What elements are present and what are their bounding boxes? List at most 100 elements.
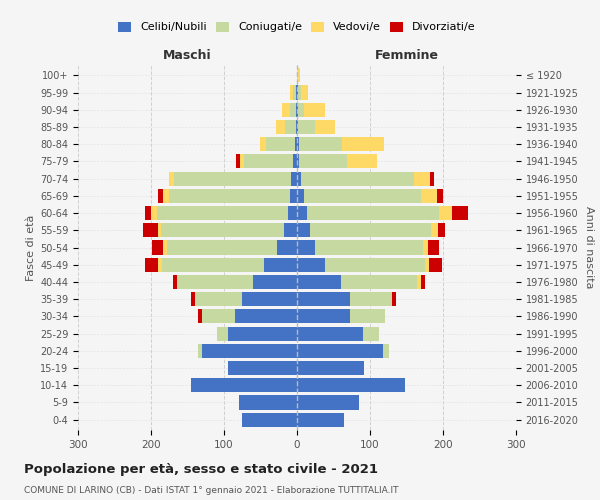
Bar — [422, 240, 428, 254]
Text: Femmine: Femmine — [374, 48, 439, 62]
Bar — [145, 258, 158, 272]
Bar — [430, 172, 434, 185]
Bar — [298, 120, 314, 134]
Bar — [296, 86, 297, 100]
Bar — [242, 292, 297, 306]
Bar — [297, 137, 299, 152]
Bar — [347, 154, 377, 168]
Bar — [325, 258, 425, 272]
Bar — [169, 189, 290, 203]
Bar — [284, 223, 297, 238]
Bar — [297, 258, 325, 272]
Text: Popolazione per età, sesso e stato civile - 2021: Popolazione per età, sesso e stato civil… — [24, 462, 378, 475]
Bar — [298, 86, 301, 100]
Bar — [277, 240, 297, 254]
Bar — [297, 396, 359, 409]
Bar — [162, 258, 264, 272]
Bar — [158, 189, 163, 203]
Bar — [242, 412, 297, 426]
Bar — [291, 172, 297, 185]
Bar — [429, 258, 442, 272]
Legend: Celibi/Nubili, Coniugati/e, Vedovi/e, Divorziati/e: Celibi/Nubili, Coniugati/e, Vedovi/e, Di… — [116, 20, 478, 34]
Bar — [202, 344, 297, 358]
Bar — [301, 86, 308, 100]
Bar — [290, 86, 293, 100]
Bar — [297, 412, 344, 426]
Bar — [163, 240, 167, 254]
Bar — [304, 102, 325, 117]
Bar — [293, 86, 296, 100]
Y-axis label: Fasce di età: Fasce di età — [26, 214, 36, 280]
Bar — [244, 154, 293, 168]
Bar — [421, 189, 437, 203]
Text: Maschi: Maschi — [163, 48, 212, 62]
Bar — [240, 154, 244, 168]
Bar — [191, 378, 297, 392]
Bar — [297, 240, 314, 254]
Bar — [260, 137, 266, 152]
Bar — [290, 189, 297, 203]
Bar — [227, 326, 297, 340]
Bar — [341, 275, 418, 289]
Bar — [158, 258, 162, 272]
Bar — [350, 292, 392, 306]
Bar — [191, 292, 195, 306]
Bar — [297, 292, 350, 306]
Bar — [276, 120, 284, 134]
Bar — [167, 240, 277, 254]
Bar — [236, 154, 240, 168]
Bar — [163, 189, 169, 203]
Bar — [301, 172, 414, 185]
Bar — [281, 102, 290, 117]
Bar — [421, 275, 425, 289]
Bar — [297, 189, 304, 203]
Bar — [295, 137, 297, 152]
Bar — [176, 275, 253, 289]
Bar — [452, 206, 468, 220]
Bar — [299, 154, 347, 168]
Bar — [288, 206, 297, 220]
Bar — [173, 275, 176, 289]
Bar — [437, 189, 443, 203]
Bar — [297, 86, 298, 100]
Bar — [299, 137, 341, 152]
Bar — [297, 120, 298, 134]
Bar — [428, 240, 439, 254]
Bar — [314, 240, 422, 254]
Bar — [341, 137, 384, 152]
Bar — [297, 344, 383, 358]
Bar — [297, 206, 307, 220]
Bar — [158, 223, 161, 238]
Bar — [152, 240, 163, 254]
Bar — [266, 137, 295, 152]
Text: COMUNE DI LARINO (CB) - Dati ISTAT 1° gennaio 2021 - Elaborazione TUTTITALIA.IT: COMUNE DI LARINO (CB) - Dati ISTAT 1° ge… — [24, 486, 398, 495]
Bar — [157, 206, 288, 220]
Bar — [143, 223, 158, 238]
Bar — [425, 258, 429, 272]
Bar — [297, 275, 341, 289]
Bar — [297, 102, 298, 117]
Bar — [383, 344, 389, 358]
Bar — [304, 189, 421, 203]
Bar — [253, 275, 297, 289]
Bar — [169, 172, 175, 185]
Bar — [362, 326, 379, 340]
Bar — [296, 120, 297, 134]
Bar — [392, 292, 395, 306]
Bar — [202, 310, 235, 324]
Bar — [414, 172, 430, 185]
Bar — [297, 223, 310, 238]
Bar — [195, 292, 242, 306]
Bar — [235, 310, 297, 324]
Bar — [239, 396, 297, 409]
Bar — [438, 223, 445, 238]
Bar — [297, 326, 362, 340]
Bar — [151, 206, 157, 220]
Bar — [418, 275, 421, 289]
Bar — [199, 344, 202, 358]
Bar — [297, 310, 350, 324]
Bar — [310, 223, 431, 238]
Bar — [145, 206, 151, 220]
Bar — [217, 326, 227, 340]
Bar — [314, 120, 335, 134]
